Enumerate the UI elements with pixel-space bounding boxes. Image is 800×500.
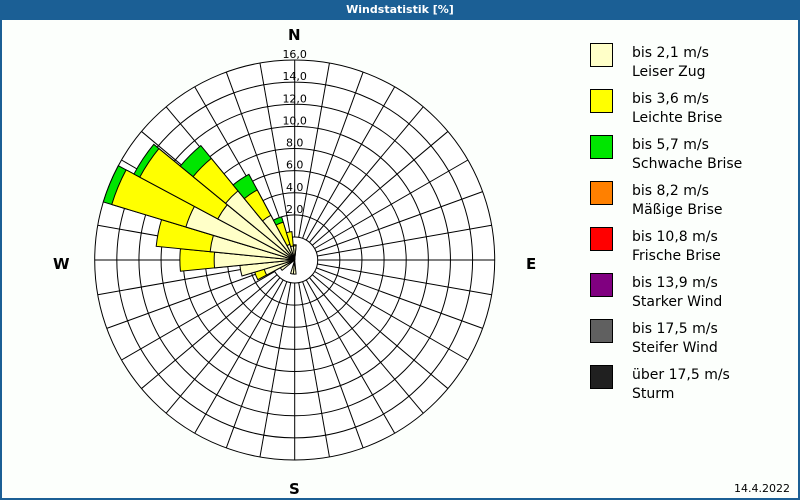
legend-description: Steifer Wind <box>632 340 718 356</box>
radial-tick-label: 2,0 <box>286 203 304 216</box>
grid-spoke <box>317 263 492 296</box>
legend-swatch <box>590 273 613 297</box>
grid-spoke <box>314 159 469 249</box>
grid-spoke <box>317 224 492 257</box>
legend-swatch <box>590 181 613 205</box>
grid-spoke <box>305 279 396 434</box>
grid-spoke <box>225 71 288 239</box>
grid-spoke <box>302 71 364 239</box>
radial-tick-label: 16,0 <box>282 48 307 61</box>
grid-spoke <box>259 282 292 458</box>
wind-petal <box>289 245 296 261</box>
grid-spoke <box>316 191 483 253</box>
legend-swatch <box>590 365 613 389</box>
grid-spoke <box>311 274 449 389</box>
window-title: Windstatistik [%] <box>0 0 800 20</box>
grid-spoke <box>316 267 483 329</box>
grid-spoke <box>225 281 288 449</box>
grid-spoke <box>106 267 274 329</box>
radial-tick-label: 12,0 <box>282 92 307 105</box>
radial-tick-label: 10,0 <box>282 114 307 127</box>
legend-description: Schwache Brise <box>632 156 743 172</box>
grid-spoke <box>141 274 278 389</box>
legend-description: Frische Brise <box>632 248 721 264</box>
legend-swatch <box>590 89 613 113</box>
wind-rose-chart: 2,0 4,0 6,0 8,0 10,0 12,0 14,0 16,0 <box>94 48 496 461</box>
legend-swatch <box>590 43 613 67</box>
grid-spoke <box>309 106 424 243</box>
grid-spoke <box>298 282 330 458</box>
south-label: S <box>289 480 300 498</box>
legend-range: bis 2,1 m/s <box>632 45 709 61</box>
legend-range: bis 3,6 m/s <box>632 91 709 107</box>
legend-range: bis 8,2 m/s <box>632 183 709 199</box>
radial-tick-label: 14,0 <box>282 70 307 83</box>
legend-description: Sturm <box>632 386 675 402</box>
grid-spoke <box>121 271 276 361</box>
wind-petal <box>261 214 296 261</box>
grid-spoke <box>311 131 449 246</box>
legend-range: bis 13,9 m/s <box>632 275 718 291</box>
legend-range: über 17,5 m/s <box>632 367 730 383</box>
radial-tick-label: 4,0 <box>286 181 304 194</box>
grid-spoke <box>309 277 424 414</box>
legend-range: bis 5,7 m/s <box>632 137 709 153</box>
grid-spoke <box>298 62 330 238</box>
wind-petal <box>289 259 296 275</box>
date-label: 14.4.2022 <box>734 482 790 495</box>
grid-spoke <box>314 271 469 361</box>
east-label: E <box>526 255 537 273</box>
legend-range: bis 17,5 m/s <box>632 321 718 337</box>
legend-swatch <box>590 135 613 159</box>
legend-range: bis 10,8 m/s <box>632 229 718 245</box>
radial-tick-label: 6,0 <box>286 159 304 172</box>
grid-spoke <box>302 281 364 449</box>
legend-description: Leichte Brise <box>632 110 723 126</box>
grid-spoke <box>194 279 284 434</box>
radial-tick-label: 8,0 <box>286 137 304 150</box>
grid-spoke <box>305 86 396 241</box>
legend-swatch <box>590 227 613 251</box>
west-label: W <box>53 255 70 273</box>
legend-swatch <box>590 319 613 343</box>
legend-description: Starker Wind <box>632 294 723 310</box>
north-label: N <box>288 26 301 44</box>
grid-spoke <box>165 277 281 414</box>
legend-description: Mäßige Brise <box>632 202 723 218</box>
grid-spoke <box>259 62 292 238</box>
legend-description: Leiser Zug <box>632 64 706 80</box>
